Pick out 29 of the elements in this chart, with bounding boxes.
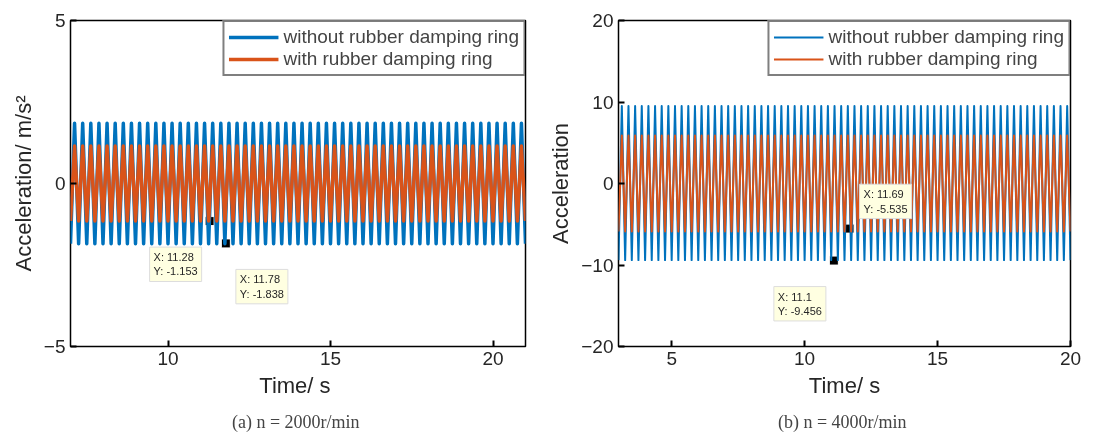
text: (a) n = 2000r/min [231, 411, 360, 433]
y-axis-title: Acceleration/ m/s² [10, 95, 36, 272]
y-tick-label: 0 [602, 173, 614, 194]
x-tick-label: 20 [1059, 347, 1082, 369]
x-tick-label: 15 [926, 347, 949, 369]
y-tick-label: −10 [581, 254, 614, 276]
legend-label: with rubber damping ring [283, 48, 493, 70]
x-axis-title: Time/ s [259, 372, 331, 398]
x-axis-title: Time/ s [808, 372, 881, 398]
x-tick-label: 15 [319, 347, 342, 369]
y-tick-label: 0 [54, 173, 66, 194]
annotation: X: 11.78 Y: -1.838 [239, 273, 284, 300]
legend-label: without rubber damping ring [828, 26, 1064, 48]
legend-label: with rubber damping ring [828, 48, 1038, 70]
legend-label: without rubber damping ring [283, 26, 519, 48]
annotation: X: 11.1 Y: -9.456 [777, 290, 822, 317]
y-tick-label: 10 [592, 91, 614, 113]
y-tick-label: 5 [54, 10, 66, 31]
y-axis-title: Acceleration [548, 122, 574, 245]
text: (b) n = 4000r/min [777, 411, 907, 433]
x-tick-label: 20 [482, 347, 504, 369]
x-tick-label: 10 [794, 347, 816, 369]
annotation: X: 11.69 Y: -5.535 [863, 188, 908, 215]
y-tick-label: −5 [43, 336, 66, 357]
y-tick-label: 20 [592, 10, 614, 31]
y-tick-label: −20 [581, 336, 614, 357]
x-tick-label: 10 [157, 347, 179, 369]
x-tick-label: 5 [666, 347, 677, 369]
annotation: X: 11.28 Y: -1.153 [153, 251, 198, 278]
